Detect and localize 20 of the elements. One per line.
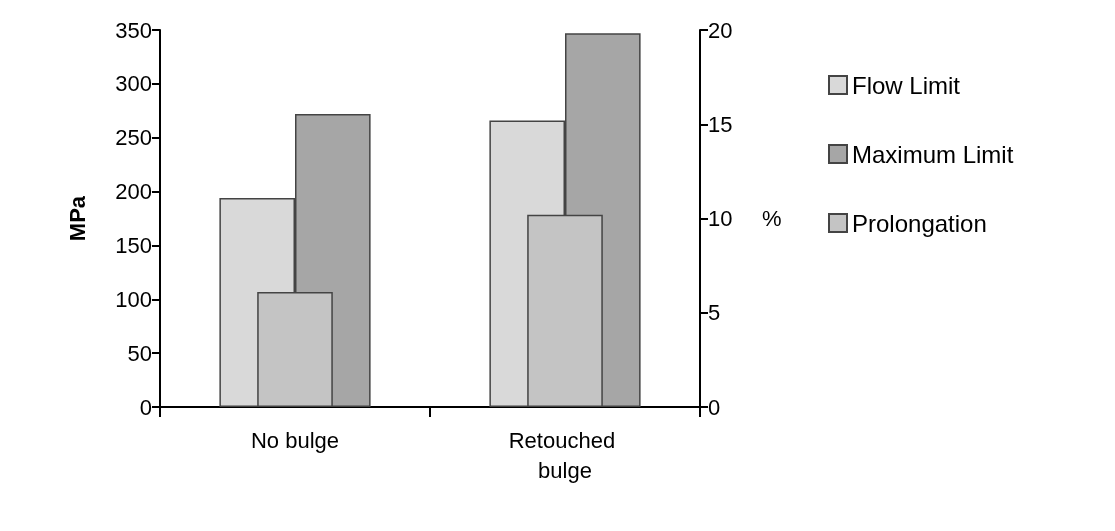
y-tick-label: 0 [139,394,152,420]
y-tick-label: 300 [115,71,152,97]
y-tick-label: 100 [115,286,152,312]
x-tick-label: Retouched bulge [508,427,622,483]
y-axis-title: MPa [64,195,90,242]
y2-tick-label: 15 [708,111,733,137]
y2-tick-label: 10 [708,206,733,231]
x-tick-label: No bulge [250,427,340,453]
y-tick-label: 350 [115,17,152,43]
legend-label: Flow Limit [852,71,961,99]
y2-axis-title: % [762,206,782,231]
y-tick-label: 200 [115,179,152,205]
y-tick-label: 50 [127,340,152,366]
legend-label: Prolongation [852,209,987,237]
y-tick-label: 250 [115,125,152,151]
y-tick-label: 150 [115,232,152,258]
legend-label: Maximum Limit [852,140,1014,168]
y2-tick-label: 20 [708,17,733,43]
y2-tick-label: 0 [708,394,721,420]
y2-tick-label: 5 [708,300,721,326]
